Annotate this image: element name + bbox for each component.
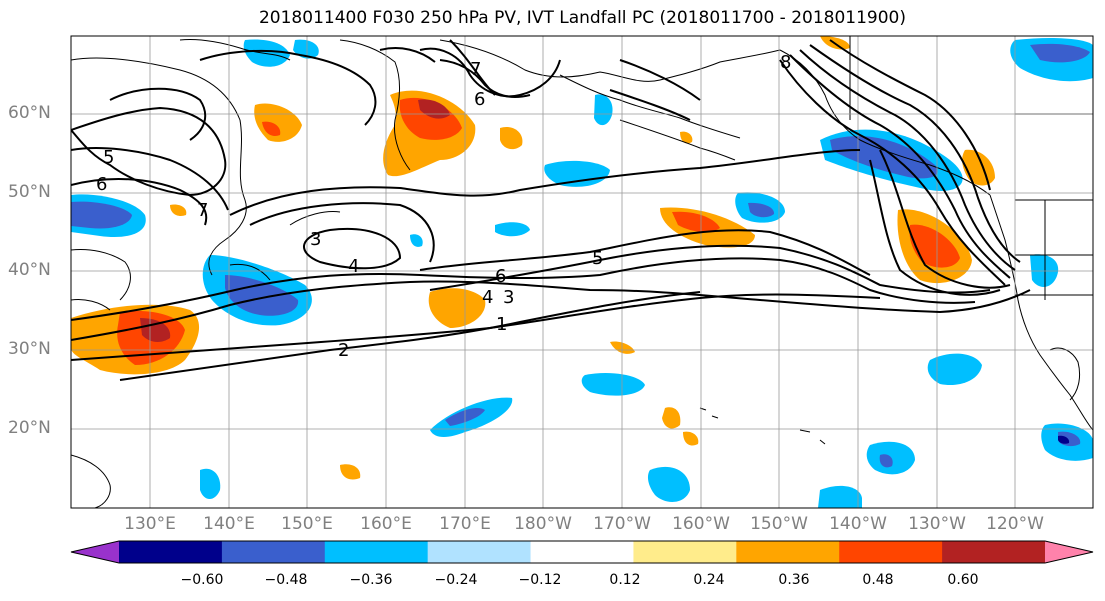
colorbar-tick-label: −0.36 [349, 572, 393, 588]
colorbar-segment [427, 541, 532, 563]
colorbar-segment [324, 541, 429, 563]
colorbar-tick-label: 0.12 [609, 572, 641, 588]
contour-label: 2 [338, 340, 349, 361]
contour-label: 6 [474, 89, 485, 110]
contour-label: 4 [348, 256, 359, 277]
lon-label: 140°W [829, 514, 887, 534]
pv-contours [71, 39, 1031, 381]
contour-label: 4 [482, 287, 493, 308]
lon-label: 160°E [360, 514, 412, 534]
lon-label: 170°W [593, 514, 651, 534]
map-title: 2018011400 F030 250 hPa PV, IVT Landfall… [258, 8, 906, 28]
lon-label: 150°E [281, 514, 333, 534]
colorbar-segment [119, 541, 223, 563]
lat-label: 30°N [8, 339, 51, 359]
contour-label: 6 [96, 174, 107, 195]
contour-label: 3 [503, 287, 514, 308]
contour-label: 7 [197, 200, 208, 221]
contour-label: 8 [780, 52, 791, 73]
lat-label: 20°N [8, 418, 51, 438]
colorbar-extend-low [71, 541, 119, 563]
contour-label: 5 [592, 248, 603, 269]
colorbar-segment [633, 541, 737, 563]
lon-label: 140°E [203, 514, 255, 534]
lon-label: 160°W [672, 514, 730, 534]
map-frame [70, 35, 1094, 509]
lat-label: 50°N [8, 182, 51, 202]
lon-label: 130°E [124, 514, 176, 534]
contour-label: 3 [310, 229, 321, 250]
colorbar [70, 540, 1094, 564]
lon-label: 150°W [750, 514, 808, 534]
lat-label: 40°N [8, 260, 51, 280]
contour-labels: 1 2 3 3 4 4 5 5 6 6 6 7 7 8 [96, 52, 791, 361]
contour-label: 1 [496, 314, 507, 335]
lat-label: 60°N [8, 103, 51, 123]
colorbar-outline [70, 540, 1094, 564]
contour-label: 5 [103, 147, 114, 168]
colorbar-tick-label: −0.24 [434, 572, 478, 588]
colorbar-segment [942, 541, 1046, 563]
contour-label: 7 [470, 59, 481, 80]
lon-label: 130°W [908, 514, 966, 534]
lon-label: 170°E [439, 514, 491, 534]
contour-label: 6 [495, 266, 506, 287]
colorbar-tick-label: −0.48 [264, 572, 308, 588]
colorbar-extend-high [1045, 541, 1093, 563]
colorbar-tick-label: −0.12 [518, 572, 562, 588]
colorbar-segment [530, 541, 634, 563]
colorbar-tick-label: −0.60 [180, 572, 224, 588]
colorbar-tick-label: 0.36 [778, 572, 810, 588]
lon-label: 120°W [986, 514, 1044, 534]
colorbar-segment [736, 541, 840, 563]
lon-label: 180°W [514, 514, 572, 534]
colorbar-tick-label: 0.60 [947, 572, 979, 588]
colorbar-segment [839, 541, 943, 563]
colorbar-tick-label: 0.48 [862, 572, 894, 588]
colorbar-tick-label: 0.24 [693, 572, 725, 588]
colorbar-segment [221, 541, 326, 563]
